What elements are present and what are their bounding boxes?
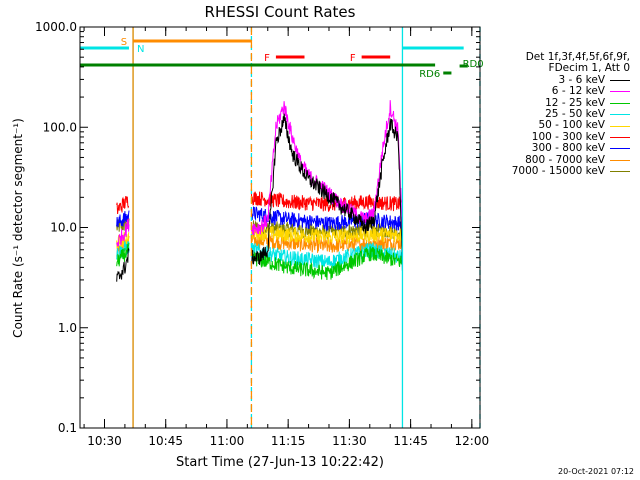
legend-entry: 300 - 800 keV	[470, 142, 634, 155]
x-tick-label: 10:45	[148, 434, 183, 448]
legend-swatch	[610, 148, 630, 150]
legend-entry-label: 3 - 6 keV	[558, 73, 605, 86]
x-tick-label: 12:00	[455, 434, 490, 448]
legend-entry-label: 6 - 12 keV	[551, 85, 605, 98]
axis-layer: 0.1 1.0 10.0 100.0 1000.0 10:30 10:45 11:00 11:1…	[35, 20, 489, 448]
legend-swatch	[610, 159, 630, 161]
legend-entry: 7000 - 15000 keV	[470, 165, 634, 178]
x-tick-label: 11:45	[393, 434, 428, 448]
flag-label-rd6: RD6	[419, 69, 440, 80]
series-line	[116, 206, 403, 231]
x-tick-label: 11:30	[332, 434, 367, 448]
x-tick-label: 11:00	[210, 434, 245, 448]
flag-label-s: S	[121, 37, 127, 48]
legend-entry: 800 - 7000 keV	[470, 153, 634, 166]
legend: Det 1f,3f,4f,5f,6f,9f, FDecim 1, Att 0 3…	[470, 51, 634, 178]
legend-entry: 50 - 100 keV	[470, 120, 634, 131]
legend-swatch	[610, 114, 630, 116]
legend-entry-label: 25 - 50 keV	[545, 108, 605, 121]
legend-entry-label: 800 - 7000 keV	[525, 153, 605, 166]
series-layer	[116, 100, 403, 282]
chart-title: RHESSI Count Rates	[205, 3, 356, 21]
legend-entry: 100 - 300 keV	[470, 130, 634, 143]
legend-swatch	[610, 91, 630, 93]
legend-swatch	[610, 171, 630, 173]
legend-entry: 6 - 12 keV	[470, 85, 634, 98]
legend-decimation-info: FDecim 1, Att 0	[548, 62, 630, 75]
legend-entry-label: 100 - 300 keV	[531, 130, 605, 143]
y-tick-label: 1.0	[58, 321, 77, 335]
x-axis-label: Start Time (27-Jun-13 10:22:42)	[176, 455, 384, 470]
generation-timestamp: 20-Oct-2021 07:12	[558, 467, 634, 476]
legend-detector-info: Det 1f,3f,4f,5f,6f,9f,	[525, 51, 630, 63]
legend-swatch	[610, 137, 630, 139]
flag-label-n: N	[137, 44, 144, 55]
legend-entry: 3 - 6 keV	[470, 73, 634, 86]
legend-items: 3 - 6 keV 6 - 12 keV 12 - 25 keV 25 - 50 ke…	[470, 73, 634, 178]
y-tick-label: 100.0	[43, 120, 77, 134]
y-tick-label: 10.0	[50, 221, 77, 235]
y-tick-label: 1000.0	[35, 20, 77, 34]
series-line	[116, 113, 403, 282]
legend-entry-label: 50 - 100 keV	[538, 119, 605, 132]
flag-label-f: F	[264, 53, 270, 64]
y-axis-label: Count Rate (s⁻¹ detector segment⁻¹)	[11, 118, 25, 338]
series-line	[116, 242, 403, 281]
series-line	[116, 100, 403, 247]
flag-label-rd0: RD0	[463, 59, 484, 70]
legend-swatch	[610, 102, 630, 104]
legend-entry-label: 7000 - 15000 keV	[511, 165, 605, 178]
legend-entry: 25 - 50 keV	[470, 108, 634, 121]
legend-entry: 12 - 25 keV	[470, 96, 634, 109]
legend-entry-label: 300 - 800 keV	[531, 142, 605, 155]
legend-swatch	[610, 80, 630, 82]
x-tick-label: 10:30	[87, 434, 122, 448]
x-tick-label: 11:15	[271, 434, 306, 448]
y-tick-label: 0.1	[58, 421, 77, 435]
legend-swatch	[610, 125, 630, 127]
flag-label-f: F	[350, 53, 356, 64]
series-line	[116, 191, 403, 215]
legend-entry-label: 12 - 25 keV	[545, 96, 605, 109]
